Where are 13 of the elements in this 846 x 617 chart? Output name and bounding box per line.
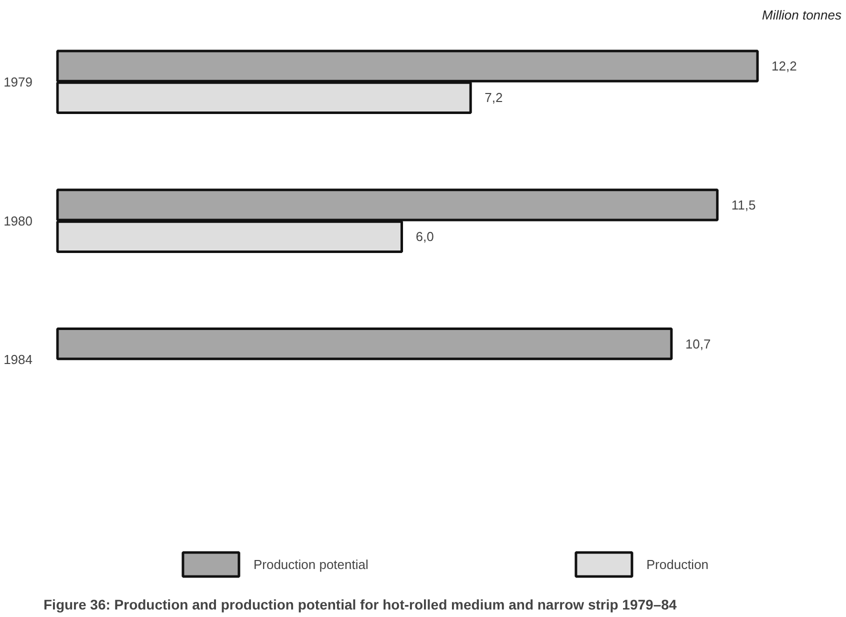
bar [56,328,673,360]
y-tick-label: 1984 [4,352,32,368]
y-tick-label: 1979 [4,74,32,90]
data-label: 7,2 [484,90,503,106]
data-label: 12,2 [772,58,797,74]
data-label: 10,7 [685,336,711,352]
legend-label: Production potential [253,556,368,572]
text: Million tonnes [762,8,842,22]
legend-label: Production [646,556,709,572]
data-label: 6,0 [416,229,434,244]
y-tick-label: 1980 [4,213,32,228]
text: Figure 36: Production and production potential for hot-rolled medium and narrow strip 1979–84 [44,596,677,612]
data-label: 11,5 [731,197,756,212]
